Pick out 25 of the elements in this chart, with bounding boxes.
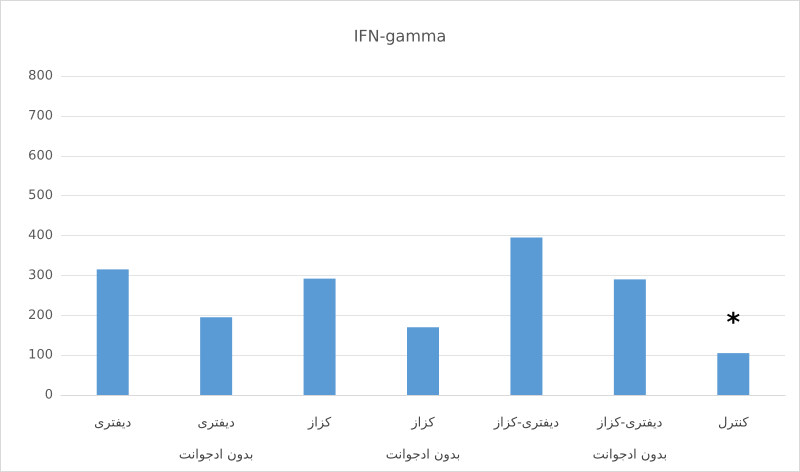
x-tick-label: دیفتری <box>94 416 132 430</box>
bar <box>96 269 129 395</box>
y-tick-label: 100 <box>28 348 53 363</box>
bar <box>407 327 439 395</box>
annotation: * <box>726 308 740 338</box>
category-label: کزاز بدون ادجوانت <box>386 416 460 462</box>
bar <box>614 279 646 395</box>
bar <box>717 353 750 395</box>
bar <box>200 317 232 395</box>
chart-title: IFN-gamma <box>354 26 446 46</box>
x-tick-label: دیفتری-کزاز <box>492 416 560 430</box>
y-tick-label: 300 <box>28 268 53 283</box>
bar <box>304 278 336 395</box>
y-tick-label: 200 <box>28 308 53 323</box>
y-tick-label: 500 <box>28 188 53 204</box>
y-tick-label: 800 <box>28 68 53 84</box>
x-tick-label: کزاز <box>306 416 332 430</box>
y-tick-label: 0 <box>44 388 53 402</box>
y-tick-label: 400 <box>28 228 53 243</box>
bar <box>510 237 542 395</box>
x-tick-label: کنترل <box>718 416 750 430</box>
y-tick-label: 600 <box>28 148 53 164</box>
y-tick-label: 700 <box>28 108 53 124</box>
category-label: دیفتری-کزاز بدون ادجوانت <box>592 416 668 462</box>
category-label: دیفتری بدون ادجوانت <box>178 416 254 462</box>
